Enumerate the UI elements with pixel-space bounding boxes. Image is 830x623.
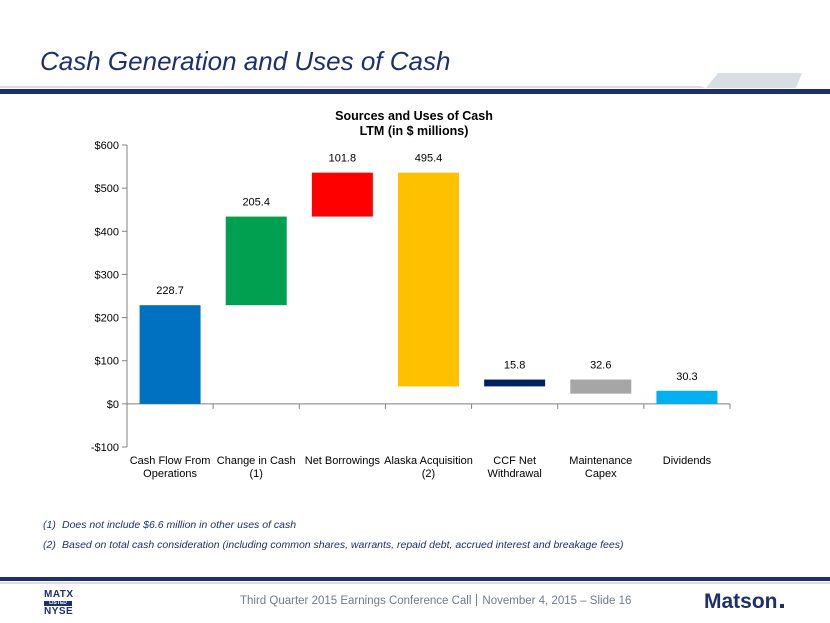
data-label: 205.4 [242, 197, 270, 209]
category-label: Maintenance [569, 455, 632, 467]
waterfall-chart: Sources and Uses of Cash LTM (in $ milli… [91, 109, 731, 480]
category-label: Change in Cash [217, 455, 296, 467]
data-label: 101.8 [329, 153, 357, 165]
y-tick-label: $400 [95, 226, 119, 238]
slide-title: Cash Generation and Uses of Cash [40, 46, 451, 76]
company-logo: Matson [704, 590, 784, 614]
y-tick-label: $0 [107, 399, 119, 411]
data-label: 15.8 [504, 360, 525, 372]
y-tick-label: -$100 [91, 442, 119, 454]
footnote-number: (1) [43, 519, 56, 531]
data-label: 228.7 [156, 285, 184, 297]
data-label: 495.4 [415, 153, 443, 165]
footnote-text: Based on total cash consideration (inclu… [62, 539, 624, 551]
category-label: Capex [585, 468, 617, 480]
header-band [0, 73, 830, 94]
chart-subtitle: LTM (in $ millions) [360, 124, 469, 138]
data-label: 30.3 [676, 371, 697, 383]
waterfall-bar [225, 216, 287, 306]
waterfall-bar [398, 172, 459, 387]
chart-title: Sources and Uses of Cash [335, 109, 493, 123]
footnote-text: Does not include $6.6 million in other u… [62, 519, 297, 531]
category-label: Net Borrowings [305, 455, 381, 467]
footer-event: Third Quarter 2015 Earnings Conference C… [240, 595, 472, 607]
ticker-symbol: MATX [44, 589, 74, 600]
logo-dot [779, 604, 784, 608]
footer-separator [476, 594, 478, 606]
waterfall-bar [656, 390, 718, 404]
y-tick-label: $500 [95, 183, 119, 195]
category-label: (1) [249, 468, 262, 480]
y-tick-label: $100 [95, 356, 119, 368]
category-label: (2) [422, 468, 435, 480]
category-label: Cash Flow From [130, 455, 211, 467]
footer-band [0, 577, 830, 584]
footer-caption: Third Quarter 2015 Earnings Conference C… [240, 594, 631, 607]
waterfall-bar [139, 305, 201, 404]
category-label: Operations [143, 468, 197, 480]
footnote-number: (2) [43, 539, 56, 551]
footnote-1: (1) Does not include $6.6 million in othe… [43, 518, 623, 538]
footnote-2: (2) Based on total cash consideration (in… [43, 538, 623, 558]
waterfall-bar [570, 379, 632, 394]
nyse-ticker-logo: MATX LISTED NYSE [44, 589, 74, 617]
category-label: CCF Net [493, 455, 536, 467]
waterfall-bar [484, 379, 546, 387]
y-tick-label: $300 [95, 269, 119, 281]
ticker-exchange: NYSE [44, 606, 74, 617]
category-label: Alaska Acquisition [384, 455, 473, 467]
company-logo-text: Matson [704, 590, 778, 613]
y-tick-label: $600 [95, 140, 119, 152]
waterfall-bar [311, 172, 373, 217]
footer-date-slide: November 4, 2015 – Slide 16 [482, 595, 632, 607]
data-label: 32.6 [590, 360, 611, 372]
category-label: Withdrawal [487, 468, 541, 480]
ticker-listed: LISTED [44, 601, 72, 606]
category-label: Dividends [663, 455, 712, 467]
footnotes: (1) Does not include $6.6 million in othe… [43, 518, 623, 558]
y-tick-label: $200 [95, 313, 119, 325]
